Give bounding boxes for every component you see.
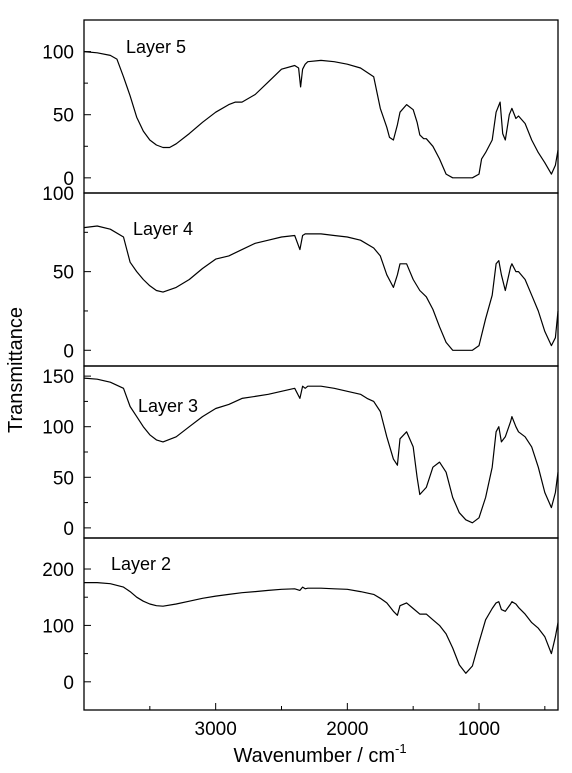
- y-tick-label: 100: [42, 418, 74, 439]
- y-tick-label: 50: [53, 468, 74, 489]
- y-tick-label: 0: [63, 341, 74, 362]
- x-tick-label: 2000: [326, 719, 368, 740]
- panel-4: 0 100 200 Layer 2: [42, 537, 559, 711]
- x-axis: 3000 2000 1000: [149, 703, 546, 740]
- y-axis-label: Transmittance: [5, 307, 27, 433]
- x-axis-label-superscript: -1: [395, 741, 407, 756]
- x-axis-label: Wavenumber / cm-1: [233, 741, 406, 767]
- y-tick-label: 0: [63, 519, 74, 540]
- y-tick-label: 0: [63, 169, 74, 190]
- panel-title: Layer 4: [133, 219, 193, 239]
- panels-group: 0 50 100 Layer 5 0 50 100 Layer 4 0 50 100 150 Layer…: [42, 19, 559, 711]
- panel-3: 0 50 100 150 Layer 3: [42, 365, 559, 540]
- panel-frame: [83, 365, 559, 539]
- y-tick-label: 150: [42, 367, 74, 388]
- y-tick-label: 50: [53, 263, 74, 284]
- panel-1: 0 50 100 Layer 5: [42, 19, 559, 194]
- y-tick-label: 50: [53, 106, 74, 127]
- spectrum-line: [84, 582, 559, 674]
- panel-title: Layer 3: [138, 396, 198, 416]
- x-axis-label-main: Wavenumber / cm: [233, 745, 395, 767]
- y-tick-label: 0: [63, 673, 74, 694]
- x-tick-label: 3000: [195, 719, 237, 740]
- x-tick-label: 1000: [458, 719, 500, 740]
- spectrum-line: [83, 51, 559, 179]
- panel-title: Layer 5: [126, 37, 186, 57]
- y-tick-label: 100: [42, 616, 74, 637]
- spectrum-line: [83, 225, 559, 351]
- panel-2: 0 50 100 Layer 4: [42, 184, 559, 367]
- y-tick-label: 100: [42, 43, 74, 64]
- spectrum-line: [83, 377, 559, 524]
- y-tick-label: 200: [42, 560, 74, 581]
- panel-title: Layer 2: [111, 554, 171, 574]
- y-tick-label: 100: [42, 184, 74, 205]
